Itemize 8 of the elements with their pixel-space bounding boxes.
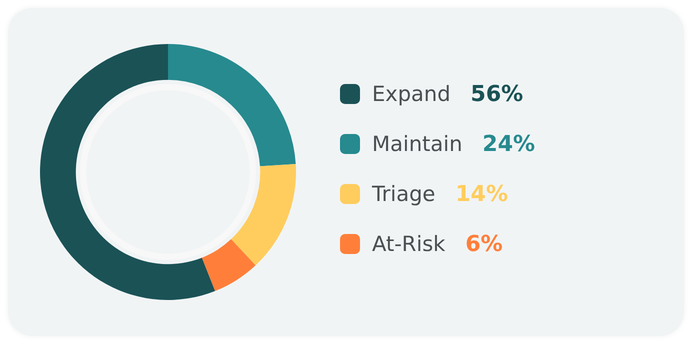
data-label: 6% xyxy=(465,232,503,256)
legend-label: At-Risk xyxy=(372,232,446,256)
data-label: 56% xyxy=(470,82,524,106)
legend-label: Maintain xyxy=(372,132,462,156)
legend-label: Triage xyxy=(372,182,436,206)
legend-label: Expand xyxy=(372,82,451,106)
data-label: 14% xyxy=(455,182,508,206)
data-label: 24% xyxy=(482,132,536,156)
